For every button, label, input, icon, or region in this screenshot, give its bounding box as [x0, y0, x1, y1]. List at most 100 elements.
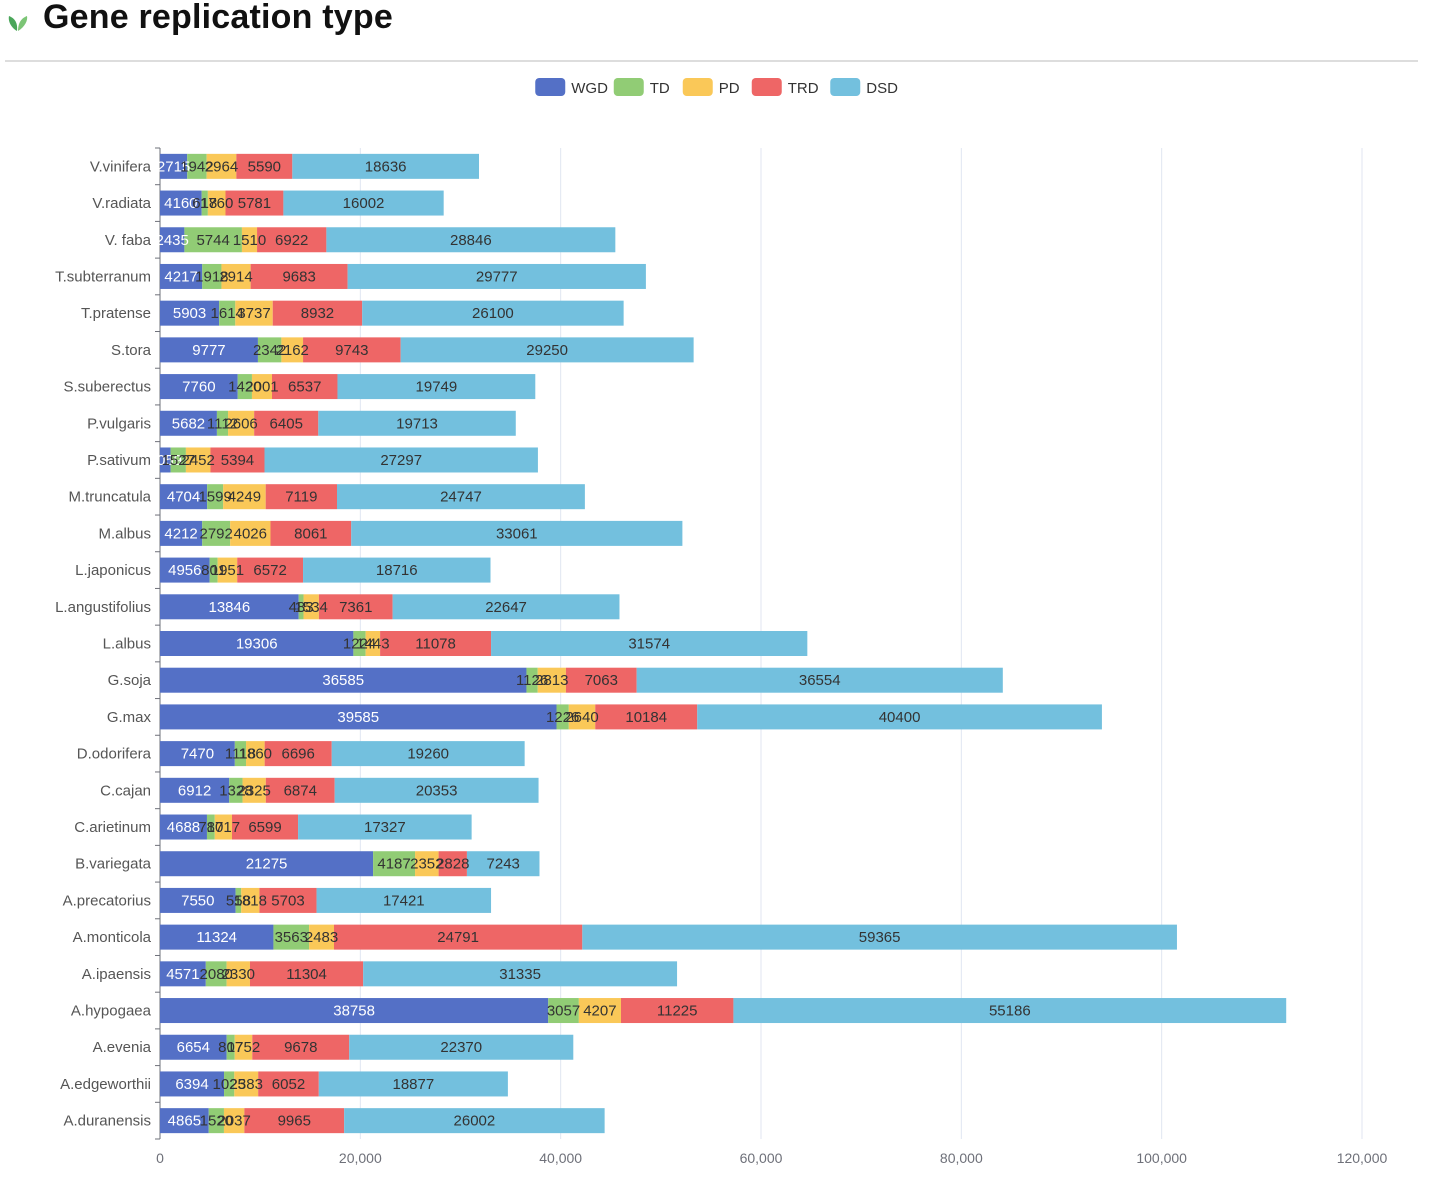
- y-tick-label: A.edgeworthii: [60, 1076, 151, 1093]
- bar-pd: [223, 1108, 245, 1134]
- bar-dsd: [316, 887, 492, 913]
- bar-dsd: [326, 227, 616, 253]
- bar-wgd: [160, 410, 217, 436]
- bar-wgd: [160, 814, 207, 840]
- legend-swatch-pd: [682, 78, 713, 96]
- data-label-trd: 5394: [221, 452, 254, 469]
- data-label-dsd: 17327: [364, 819, 406, 836]
- y-tick-label: D.odorifera: [77, 746, 152, 763]
- bar-pd: [230, 520, 271, 546]
- data-label-trd: 8932: [301, 305, 334, 322]
- data-label-trd: 9678: [284, 1039, 317, 1056]
- data-label-trd: 6052: [272, 1076, 305, 1093]
- bar-wgd: [160, 924, 274, 950]
- bar-trd: [272, 300, 363, 326]
- data-label-dsd: 29777: [476, 268, 518, 285]
- data-label-trd: 5703: [271, 892, 304, 909]
- legend-label-trd: TRD: [788, 80, 819, 97]
- data-label-pd: 2383: [230, 1076, 263, 1093]
- bar-dsd: [466, 851, 540, 877]
- data-label-pd: 2813: [535, 672, 568, 689]
- bar-trd: [237, 557, 304, 583]
- data-label-trd: 5590: [248, 158, 281, 175]
- data-label-pd: 1760: [200, 195, 233, 212]
- y-tick-label: A.evenia: [93, 1039, 152, 1056]
- data-label-td: 2792: [199, 525, 232, 542]
- bar-trd: [438, 851, 467, 877]
- data-label-wgd: 5903: [173, 305, 206, 322]
- data-label-pd: 2483: [305, 929, 338, 946]
- legend-swatch-trd: [751, 78, 782, 96]
- bar-pd: [415, 851, 439, 877]
- data-label-dsd: 22647: [485, 599, 527, 616]
- data-label-td: 1599: [198, 489, 231, 506]
- data-label-td: 1112: [207, 415, 238, 432]
- bar-pd: [242, 777, 266, 803]
- bar-pd: [221, 263, 251, 289]
- leaf-icon: [8, 16, 28, 31]
- bar-pd: [246, 741, 265, 767]
- bar-pd: [241, 227, 258, 253]
- bar-trd: [244, 1108, 345, 1134]
- data-label-td: 1224: [343, 636, 376, 653]
- bar-trd: [231, 814, 299, 840]
- data-label-wgd: 7760: [182, 379, 215, 396]
- x-tick-label: 40,000: [539, 1150, 582, 1166]
- bar-trd: [210, 447, 265, 473]
- y-tick-label: L.albus: [103, 636, 151, 653]
- data-label-trd: 11304: [286, 966, 327, 983]
- bar-pd: [185, 447, 211, 473]
- bar-td: [209, 557, 218, 583]
- bar-trd: [265, 777, 335, 803]
- data-label-dsd: 24747: [440, 489, 482, 506]
- data-label-wgd: 4160: [164, 195, 197, 212]
- bar-td: [273, 924, 310, 950]
- bar-dsd: [400, 337, 694, 363]
- data-label-td: 5744: [196, 232, 229, 249]
- bar-dsd: [697, 704, 1102, 730]
- title-divider: [5, 60, 1418, 62]
- bar-wgd: [160, 961, 206, 987]
- x-tick-label: 20,000: [339, 1150, 382, 1166]
- x-tick-label: 80,000: [940, 1150, 983, 1166]
- data-label-trd: 9965: [278, 1113, 311, 1130]
- bar-dsd: [392, 594, 620, 620]
- x-tick-label: 100,000: [1136, 1150, 1187, 1166]
- bar-pd: [223, 484, 266, 510]
- bar-td: [224, 1071, 235, 1097]
- bar-td: [226, 1034, 235, 1060]
- data-label-trd: 24791: [437, 929, 479, 946]
- y-tick-label: V.radiata: [92, 195, 151, 212]
- y-tick-label: L.japonicus: [75, 562, 151, 579]
- y-tick-label: P.vulgaris: [87, 415, 151, 432]
- bar-td: [237, 374, 252, 400]
- bar-dsd: [491, 631, 808, 656]
- legend-swatch-dsd: [830, 78, 861, 96]
- data-label-wgd: 2715: [157, 158, 190, 175]
- y-tick-label: A.precatorius: [63, 892, 151, 909]
- bar-trd: [225, 190, 284, 216]
- bar-pd: [251, 374, 272, 400]
- bar-wgd: [160, 520, 203, 546]
- bar-pd: [214, 814, 232, 840]
- data-label-wgd: 4571: [166, 966, 199, 983]
- bar-pd: [309, 924, 334, 950]
- bar-dsd: [298, 814, 472, 840]
- data-label-dsd: 29250: [526, 342, 568, 359]
- data-label-dsd: 26100: [472, 305, 514, 322]
- bar-dsd: [349, 1034, 574, 1060]
- data-label-dsd: 27297: [380, 452, 422, 469]
- bar-wgd: [160, 851, 374, 877]
- data-label-wgd: 9777: [192, 342, 225, 359]
- bar-td: [170, 447, 186, 473]
- data-label-dsd: 18877: [392, 1076, 434, 1093]
- bar-wgd: [160, 300, 220, 326]
- data-label-pd: 2001: [245, 379, 278, 396]
- data-label-trd: 2828: [436, 856, 469, 873]
- bar-wgd: [160, 631, 354, 656]
- bar-wgd: [160, 667, 527, 693]
- data-label-td: 780: [198, 819, 223, 836]
- bar-dsd: [264, 447, 538, 473]
- x-tick-label: 120,000: [1337, 1150, 1388, 1166]
- data-label-pd: 1534: [295, 599, 328, 616]
